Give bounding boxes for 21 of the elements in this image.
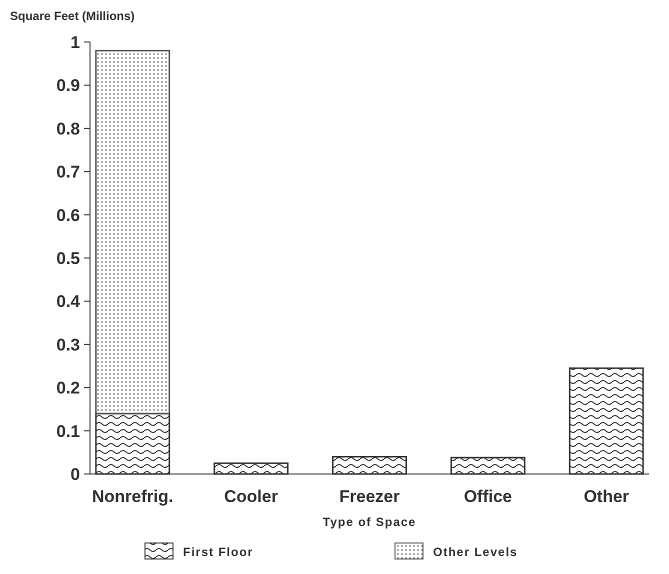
y-tick-label: 0.1 xyxy=(56,422,80,441)
x-axis-title: Type of Space xyxy=(322,515,416,529)
y-tick-label: 0.4 xyxy=(56,292,81,312)
legend-label: First Floor xyxy=(183,545,254,560)
x-tick-label: Office xyxy=(464,487,512,506)
y-axis-title: Square Feet (Millions) xyxy=(10,9,135,23)
y-tick-label: 0.2 xyxy=(56,378,80,398)
x-tick-label: Nonrefrig. xyxy=(92,487,174,506)
x-tick-label: Cooler xyxy=(224,487,278,506)
y-tick-label: 0.8 xyxy=(56,119,80,138)
y-tick-label: 0.3 xyxy=(56,335,80,354)
bar xyxy=(95,50,170,414)
x-tick-label: Other xyxy=(584,487,630,506)
y-tick-label: 0 xyxy=(70,464,80,484)
y-tick-label: 1 xyxy=(70,32,80,52)
x-tick-label: Freezer xyxy=(339,487,400,506)
y-tick-label: 0.6 xyxy=(56,206,80,225)
y-tick-label: 0.7 xyxy=(56,162,80,182)
legend-label: Other Levels xyxy=(433,545,518,560)
y-tick-label: 0.9 xyxy=(56,76,80,96)
y-tick-label: 0.5 xyxy=(56,248,80,268)
